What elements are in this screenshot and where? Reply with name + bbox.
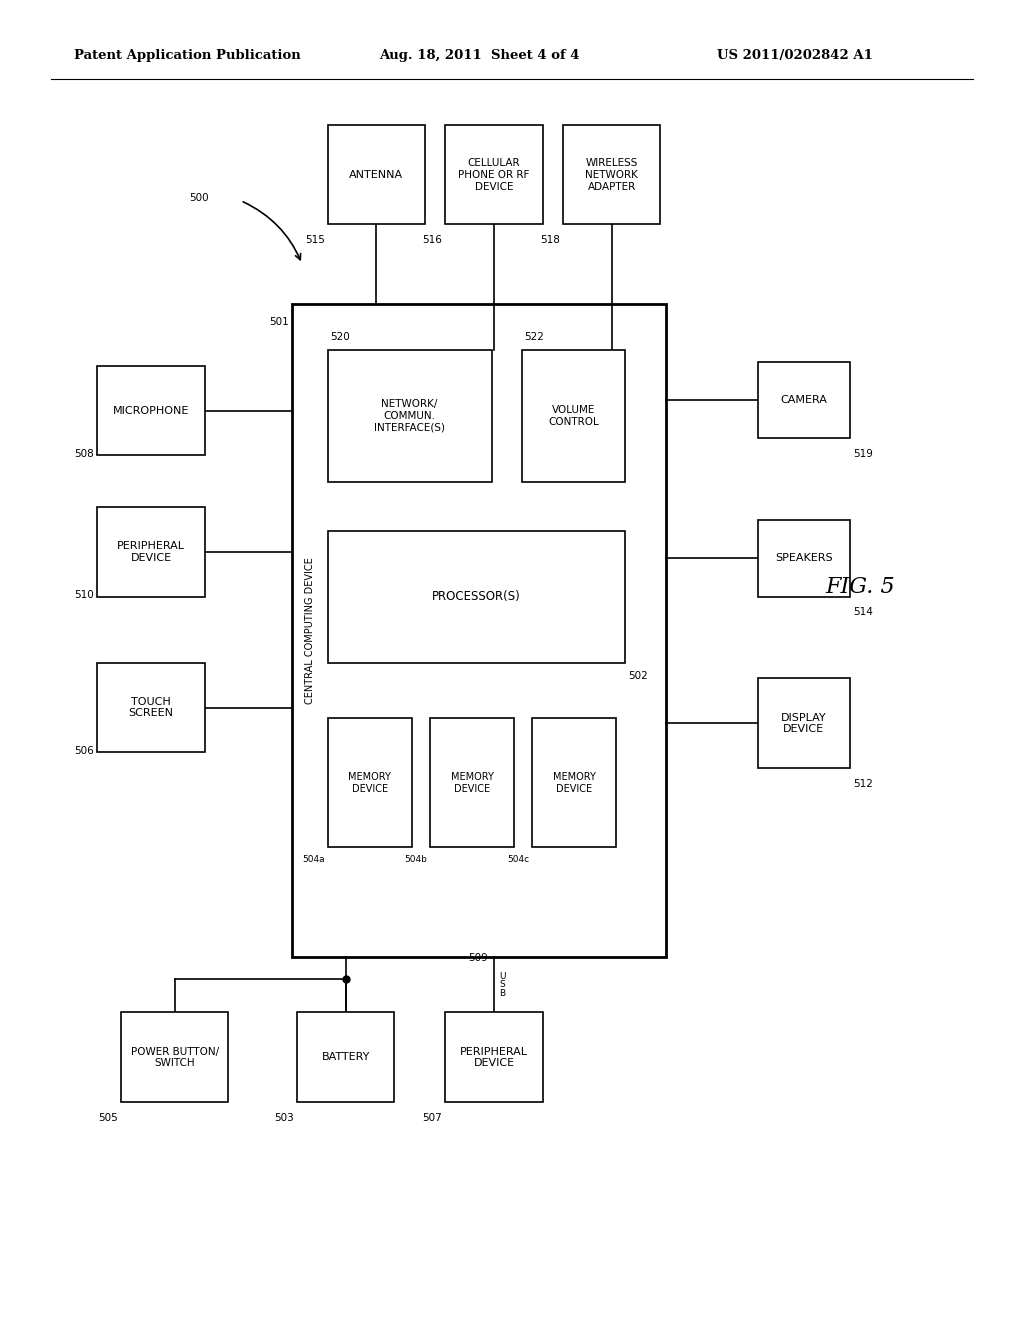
Text: 520: 520	[330, 331, 349, 342]
Text: 501: 501	[269, 317, 289, 327]
Text: PERIPHERAL
DEVICE: PERIPHERAL DEVICE	[117, 541, 185, 562]
Bar	[445, 125, 543, 224]
Text: MEMORY
DEVICE: MEMORY DEVICE	[451, 772, 494, 793]
Text: WIRELESS
NETWORK
ADAPTER: WIRELESS NETWORK ADAPTER	[586, 158, 638, 191]
Text: 509: 509	[468, 953, 488, 964]
Text: U
S
B: U S B	[499, 972, 506, 998]
Bar	[522, 350, 625, 482]
Text: ANTENNA: ANTENNA	[349, 170, 403, 180]
Text: MEMORY
DEVICE: MEMORY DEVICE	[553, 772, 596, 793]
Text: 514: 514	[853, 607, 872, 618]
Text: 506: 506	[75, 746, 94, 756]
Bar	[297, 1012, 394, 1102]
Text: Patent Application Publication: Patent Application Publication	[74, 49, 300, 62]
Text: 502: 502	[628, 671, 647, 681]
Text: 519: 519	[853, 449, 872, 459]
Text: Aug. 18, 2011  Sheet 4 of 4: Aug. 18, 2011 Sheet 4 of 4	[379, 49, 580, 62]
Text: 522: 522	[524, 331, 544, 342]
Text: SPEAKERS: SPEAKERS	[775, 553, 833, 564]
Bar	[430, 718, 514, 847]
Text: 510: 510	[75, 590, 94, 601]
Text: PERIPHERAL
DEVICE: PERIPHERAL DEVICE	[460, 1047, 528, 1068]
Text: NETWORK/
COMMUN.
INTERFACE(S): NETWORK/ COMMUN. INTERFACE(S)	[374, 399, 445, 433]
Text: TOUCH
SCREEN: TOUCH SCREEN	[129, 697, 173, 718]
Text: 508: 508	[75, 449, 94, 459]
Text: 516: 516	[423, 235, 442, 246]
Bar	[97, 366, 205, 455]
Text: 504c: 504c	[507, 855, 529, 865]
Text: PROCESSOR(S): PROCESSOR(S)	[432, 590, 520, 603]
Bar	[445, 1012, 543, 1102]
Text: 507: 507	[423, 1113, 442, 1123]
Bar	[328, 718, 412, 847]
Bar	[758, 678, 850, 768]
Bar	[563, 125, 660, 224]
Text: 500: 500	[189, 193, 209, 203]
Text: MEMORY
DEVICE: MEMORY DEVICE	[348, 772, 391, 793]
Text: DISPLAY
DEVICE: DISPLAY DEVICE	[781, 713, 826, 734]
Bar	[758, 520, 850, 597]
Text: CENTRAL COMPUTING DEVICE: CENTRAL COMPUTING DEVICE	[305, 557, 315, 704]
Text: 505: 505	[98, 1113, 118, 1123]
Text: 503: 503	[274, 1113, 294, 1123]
Bar	[97, 507, 205, 597]
Text: POWER BUTTON/
SWITCH: POWER BUTTON/ SWITCH	[130, 1047, 219, 1068]
Text: 512: 512	[853, 779, 872, 789]
Bar	[328, 125, 425, 224]
Text: 515: 515	[305, 235, 325, 246]
Text: 504b: 504b	[404, 855, 427, 865]
Bar	[292, 304, 666, 957]
Text: CAMERA: CAMERA	[780, 395, 827, 405]
Bar	[97, 663, 205, 752]
Bar	[328, 531, 625, 663]
Text: FIG. 5: FIG. 5	[825, 577, 895, 598]
Bar	[532, 718, 616, 847]
Bar	[758, 362, 850, 438]
Text: CELLULAR
PHONE OR RF
DEVICE: CELLULAR PHONE OR RF DEVICE	[459, 158, 529, 191]
Text: 518: 518	[541, 235, 560, 246]
Text: VOLUME
CONTROL: VOLUME CONTROL	[548, 405, 599, 426]
Text: 504a: 504a	[302, 855, 325, 865]
Bar	[121, 1012, 228, 1102]
Text: US 2011/0202842 A1: US 2011/0202842 A1	[717, 49, 872, 62]
Text: MICROPHONE: MICROPHONE	[113, 405, 189, 416]
Text: BATTERY: BATTERY	[322, 1052, 370, 1063]
Bar	[328, 350, 492, 482]
